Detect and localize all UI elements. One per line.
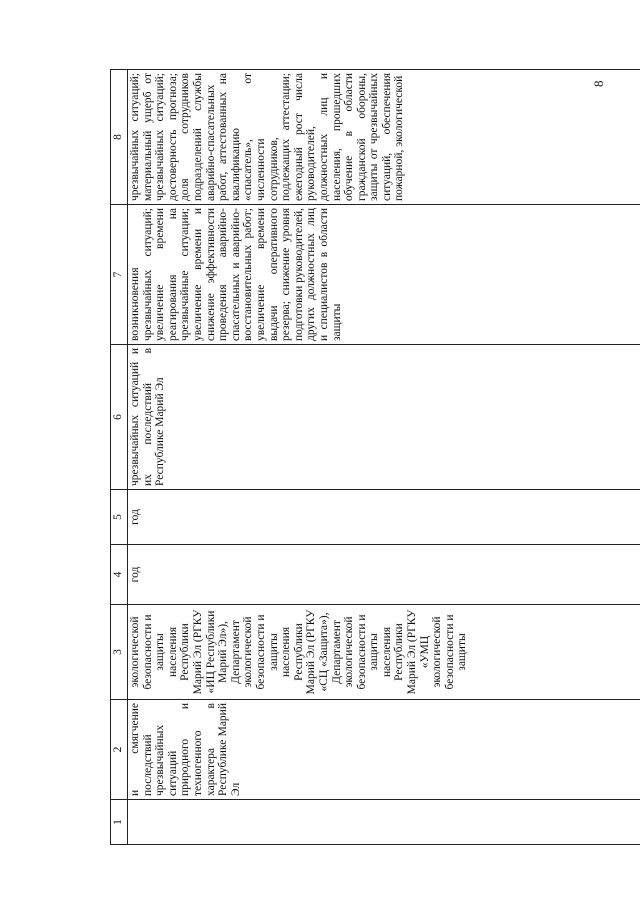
cell: и смягчение последствий чрезвычайных сит… xyxy=(127,699,640,800)
cell: чрезвычайных ситуаций; материальный ущер… xyxy=(127,69,640,205)
cell: возникновения чрезвычайных ситуаций; уве… xyxy=(127,204,640,345)
header-cell: 4 xyxy=(110,544,128,605)
cell: год xyxy=(127,544,640,605)
header-cell: 3 xyxy=(110,604,128,700)
header-cell: 2 xyxy=(110,699,128,800)
table: 1 2 3 4 5 6 7 8 и смягчение последствий … xyxy=(110,69,640,845)
header-cell: 8 xyxy=(110,69,128,205)
header-cell: 7 xyxy=(110,204,128,345)
header-row: 1 2 3 4 5 6 7 8 xyxy=(110,69,128,845)
table-row: и смягчение последствий чрезвычайных сит… xyxy=(127,69,640,845)
header-cell: 6 xyxy=(110,344,128,490)
cell: чрезвычайных ситуаций и их последствий в… xyxy=(127,344,640,490)
cell: год xyxy=(127,489,640,545)
cell: экологической безопасности и защиты насе… xyxy=(127,604,640,700)
header-cell: 1 xyxy=(110,799,128,845)
empty-cell xyxy=(127,799,640,845)
header-cell: 5 xyxy=(110,489,128,545)
